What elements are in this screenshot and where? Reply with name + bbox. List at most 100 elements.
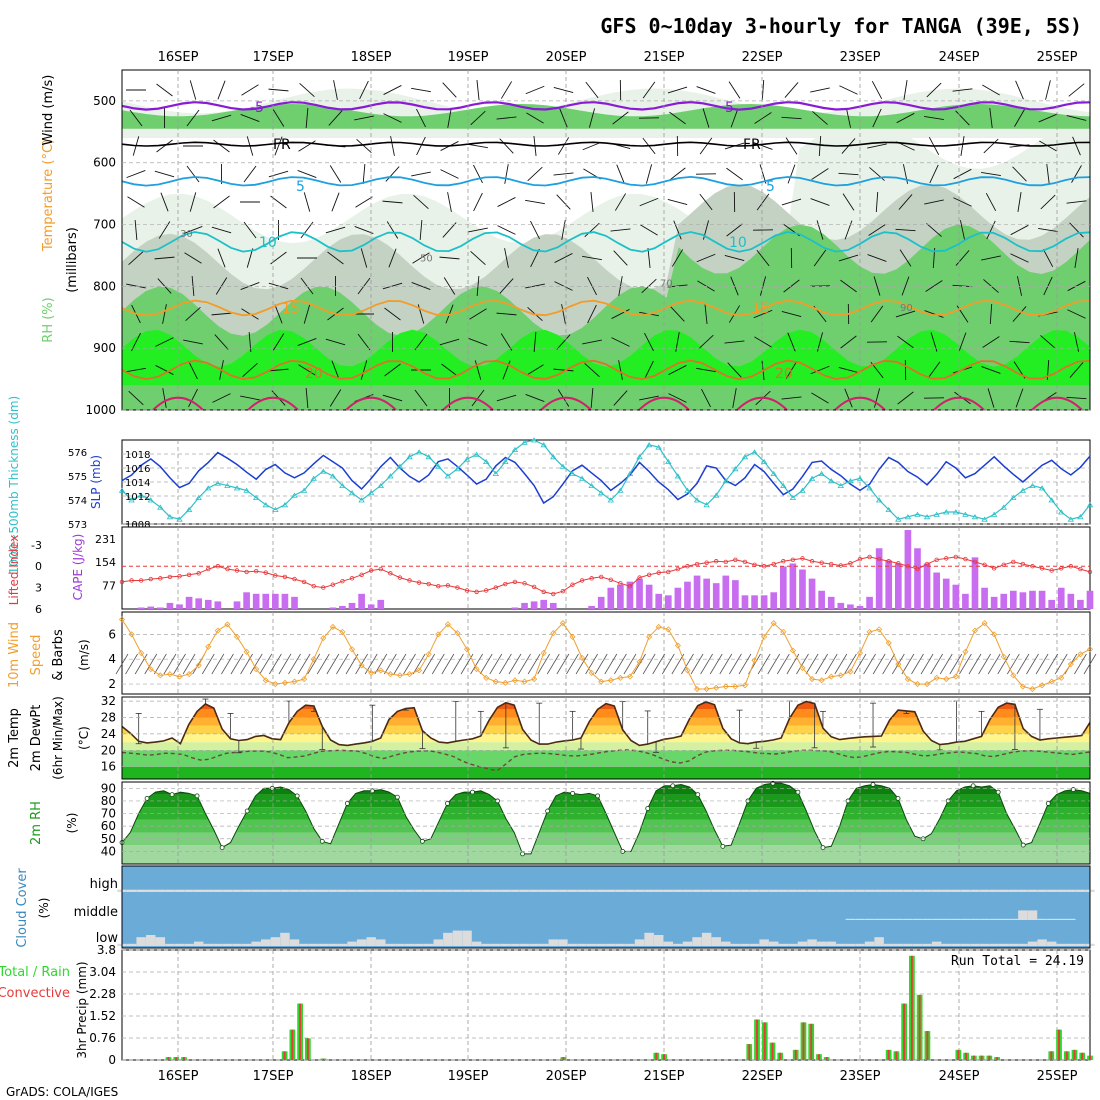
thickness-point <box>530 437 538 443</box>
wind-speed-point <box>588 669 595 676</box>
wind-speed-point <box>684 667 691 674</box>
wind-barb <box>812 111 828 125</box>
cloud-middle-bar <box>1056 918 1066 920</box>
temp-color-band <box>122 717 1090 726</box>
rh-axis-label: 2m RH <box>29 801 44 845</box>
wind-barb <box>354 115 374 121</box>
wind-barb <box>526 364 544 376</box>
cloud-high-bar <box>519 889 530 892</box>
wind-barb <box>1038 113 1058 123</box>
wind-speed-point <box>703 685 710 693</box>
cloud-low-bar <box>634 939 645 946</box>
thickness-point <box>195 494 202 500</box>
precip-convective-bar <box>957 1049 960 1060</box>
wind-speed-point <box>358 662 365 669</box>
thickness-point <box>741 454 749 460</box>
wind-speed-point <box>933 674 940 681</box>
thickness-point <box>1029 482 1036 488</box>
thickness-point <box>550 454 557 460</box>
cape-axis-label: CAPE (J/kg) <box>71 534 85 601</box>
minmax-axis-label: (6hr Min/Max) <box>51 696 65 780</box>
wind-barb <box>185 306 201 322</box>
wind-10m-barb <box>834 653 848 675</box>
cloud-low-bar <box>979 943 990 946</box>
wind-barb <box>274 136 283 156</box>
lifted-index-point <box>483 588 489 593</box>
lifted-index-point <box>599 574 604 580</box>
wind-barb <box>186 109 200 127</box>
lifted-index-point <box>158 576 163 581</box>
rh-contour-label: 50 <box>420 254 433 265</box>
date-label-bottom: 18SEP <box>351 1069 392 1084</box>
li-tick-label: 3 <box>35 582 42 595</box>
cloud-low-bar <box>184 943 194 946</box>
pressure-tick-label: 700 <box>93 218 116 232</box>
wind-barb <box>217 248 226 268</box>
wind-barb <box>298 140 316 152</box>
wind-barb <box>272 333 285 351</box>
isotherm-label: 5 <box>766 179 775 195</box>
thickness-point <box>732 466 739 472</box>
cloud-high-bar <box>356 889 367 892</box>
wind-barb <box>724 340 745 344</box>
cloud-high-bar <box>701 889 712 892</box>
wind-10m-barb <box>546 653 560 675</box>
date-label-bottom: 25SEP <box>1037 1069 1078 1084</box>
precip-convective-bar <box>903 1003 906 1060</box>
wind-speed-point <box>483 674 490 681</box>
lifted-index-point <box>656 570 661 575</box>
wind-barb <box>785 137 798 155</box>
temp-color-band <box>122 709 1090 718</box>
wind-speed-point <box>176 673 183 680</box>
cloud-low-bar <box>711 937 721 946</box>
cape-bar <box>137 607 145 609</box>
cloud-high-bar <box>126 889 137 892</box>
wind-barb <box>1067 280 1086 292</box>
cloud-low-bar <box>1008 943 1019 946</box>
wind-barb <box>838 366 859 374</box>
wind-barb <box>333 80 338 100</box>
cloud-low-bar <box>749 943 760 946</box>
wind-10m-barb <box>796 653 809 675</box>
wind-10m-barb <box>336 653 349 675</box>
cloud-middle-bar <box>855 918 865 920</box>
pressure-tick-label: 600 <box>93 156 116 170</box>
lifted-index-point <box>771 561 776 567</box>
wind-barb <box>1072 136 1081 156</box>
cloud-low-bar <box>1027 941 1038 946</box>
cloud-high-bar <box>606 889 616 892</box>
wind-10m-barb <box>987 653 1001 675</box>
lifted-index-point <box>838 563 844 568</box>
cloud-low-bar <box>788 943 798 946</box>
lifted-index-point <box>618 581 623 586</box>
isotherm-label: -5 <box>720 100 734 116</box>
cloud-high-bar <box>970 889 980 892</box>
thickness-point <box>377 482 384 488</box>
wind-barb <box>986 220 996 240</box>
wind-speed-point <box>320 635 327 642</box>
slp-series-line <box>121 451 1091 505</box>
wind-barb <box>644 360 654 380</box>
lifted-index-point <box>637 575 642 580</box>
cloud-high-bar <box>682 889 693 892</box>
wind-10m-barb <box>930 653 943 675</box>
wind-10m-barb <box>479 653 493 675</box>
wind-barb <box>128 250 144 266</box>
wind-barb <box>701 388 711 408</box>
cloud-low-bar <box>922 943 932 946</box>
rh-tick-label: 60 <box>101 819 116 833</box>
lifted-index-point <box>761 564 767 569</box>
thickness-point <box>1058 509 1065 515</box>
wind-speed-point <box>473 666 480 673</box>
thickness-point <box>885 506 892 512</box>
cape-bar <box>1038 590 1046 609</box>
wind-barb <box>696 86 716 94</box>
wind-barb <box>211 312 232 316</box>
thickness-point <box>272 506 279 512</box>
rh-point <box>545 808 550 814</box>
wind-10m-barb <box>316 653 330 675</box>
cape-bar <box>732 580 739 609</box>
wind-barb <box>325 338 346 346</box>
wind-barb <box>845 108 852 128</box>
wind-barb <box>533 331 537 353</box>
